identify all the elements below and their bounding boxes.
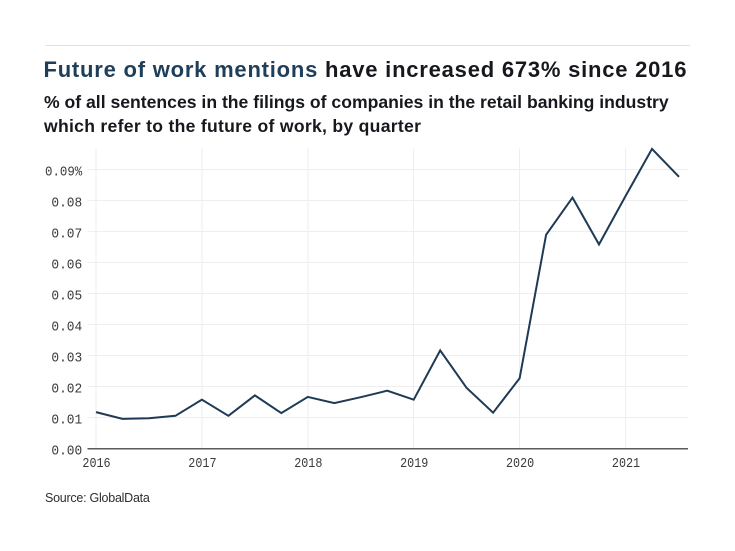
svg-text:2017: 2017 — [188, 456, 216, 472]
svg-text:0.09%: 0.09% — [45, 165, 83, 181]
svg-text:0.02: 0.02 — [51, 382, 82, 398]
svg-text:0.07: 0.07 — [51, 227, 82, 243]
svg-text:0.04: 0.04 — [51, 320, 82, 336]
svg-text:0.06: 0.06 — [51, 258, 82, 274]
svg-text:0.01: 0.01 — [51, 413, 82, 429]
svg-text:2016: 2016 — [82, 456, 110, 472]
svg-text:0.00: 0.00 — [51, 444, 82, 460]
svg-text:0.05: 0.05 — [51, 289, 82, 305]
svg-text:0.03: 0.03 — [51, 351, 82, 367]
svg-text:0.08: 0.08 — [51, 196, 82, 212]
svg-text:2021: 2021 — [612, 456, 640, 472]
svg-text:2018: 2018 — [294, 456, 322, 472]
svg-text:2020: 2020 — [506, 456, 534, 472]
svg-text:2019: 2019 — [400, 456, 428, 472]
